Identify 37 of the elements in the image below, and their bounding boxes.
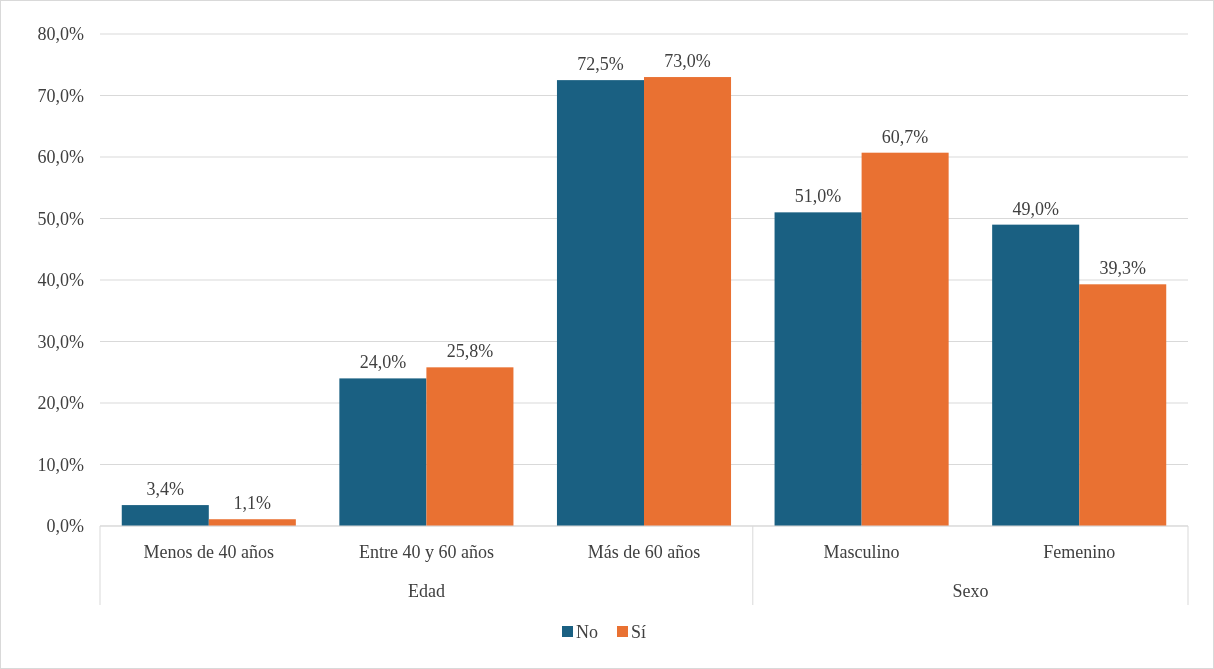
x-tick-label: Entre 40 y 60 años (358, 542, 494, 562)
data-label: 73,0% (664, 51, 711, 72)
bar (992, 224, 1080, 526)
y-tick-label: 10,0% (37, 454, 84, 475)
bar (426, 367, 514, 526)
data-label: 49,0% (1012, 198, 1059, 219)
y-tick-label: 50,0% (37, 208, 84, 229)
bar (556, 80, 644, 526)
legend-label: No (576, 622, 598, 642)
data-label: 72,5% (577, 54, 624, 75)
y-tick-label: 80,0% (37, 24, 84, 45)
data-label: 25,8% (446, 341, 494, 362)
y-tick-label: 0,0% (46, 516, 84, 537)
x-tick-label: Femenino (1043, 542, 1116, 562)
data-label: 39,3% (1099, 258, 1146, 279)
data-label: 24,0% (359, 352, 407, 373)
text: Sexo (952, 581, 989, 601)
y-tick-label: 30,0% (37, 331, 84, 352)
bar (861, 152, 949, 526)
y-tick-label: 60,0% (37, 147, 84, 168)
x-tick-label: Más de 60 años (587, 542, 701, 562)
bar (644, 77, 732, 526)
bar (339, 378, 427, 526)
data-label: 51,0% (794, 186, 842, 207)
x-tick-label: Masculino (823, 542, 900, 562)
legend-label: Sí (631, 622, 647, 642)
bar (1079, 284, 1167, 526)
data-label: 3,4% (146, 479, 185, 500)
x-tick-label: Menos de 40 años (143, 542, 275, 562)
data-label: 60,7% (881, 126, 929, 147)
y-tick-label: 70,0% (37, 85, 84, 106)
bar (121, 505, 209, 526)
data-label: 1,1% (233, 493, 272, 514)
text: Edad (407, 581, 445, 601)
y-tick-label: 40,0% (37, 270, 84, 291)
bar (774, 212, 862, 526)
y-tick-label: 20,0% (37, 393, 84, 414)
